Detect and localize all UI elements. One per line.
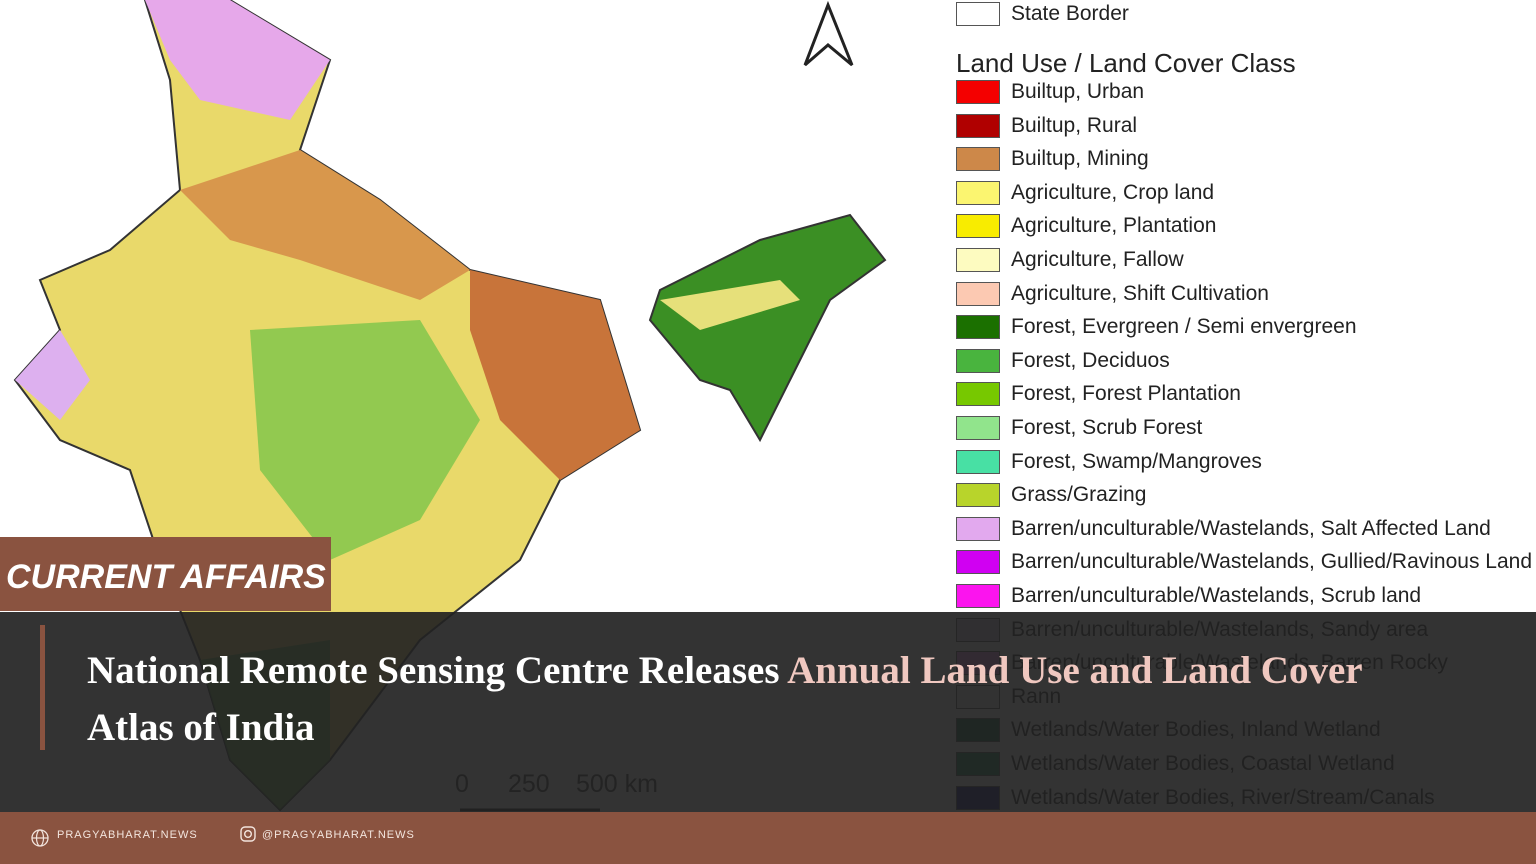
legend-swatch [956,248,1000,272]
legend-swatch [956,315,1000,340]
legend-label: State Border [1011,2,1129,25]
legend-label: Grass/Grazing [1011,483,1147,507]
legend-label: Forest, Forest Plantation [1011,382,1241,406]
website[interactable]: PRAGYABHARAT.NEWS [57,829,198,841]
legend-swatch [956,214,1000,239]
instagram-icon [240,826,256,842]
legend-swatch [956,382,1000,407]
headline-highlight: Annual Land Use and Land Cover [787,649,1363,692]
legend-label: Agriculture, Plantation [1011,214,1217,238]
footer: PRAGYABHARAT.NEWS @PRAGYABHARAT.NEWS [0,812,1536,864]
headline: National Remote Sensing Centre Releases … [87,642,1507,756]
legend-swatch [956,416,1000,440]
legend-swatch [956,449,1000,474]
legend-label: Builtup, Mining [1011,147,1149,171]
instagram-handle[interactable]: @PRAGYABHARAT.NEWS [262,829,415,841]
legend-title: Land Use / Land Cover Class [956,48,1296,78]
legend-swatch [956,147,1000,172]
legend-swatch [956,180,1000,205]
legend-label: Barren/unculturable/Wastelands, Salt Aff… [1011,516,1491,540]
category-badge: CURRENT AFFAIRS [0,537,331,611]
legend-label: Forest, Scrub Forest [1011,416,1203,439]
legend-swatch [956,80,1000,104]
legend-swatch [956,550,1000,575]
globe-icon [31,829,49,847]
legend-label: Agriculture, Crop land [1011,180,1215,204]
legend-swatch [956,281,1000,306]
legend-swatch [956,483,1000,508]
legend-label: Barren/unculturable/Wastelands, Gullied/… [1011,550,1533,574]
headline-text: National Remote Sensing Centre Releases [87,649,780,692]
legend-swatch [956,516,1000,541]
headline-overlay [0,612,1536,812]
legend-label: Agriculture, Fallow [1011,248,1184,271]
state-border-swatch [956,2,1000,26]
legend-label: Agriculture, Shift Cultivation [1011,281,1269,305]
headline-text: Atlas of India [87,706,315,749]
legend-swatch [956,348,1000,373]
legend-label: Forest, Deciduos [1011,348,1170,372]
legend-label: Forest, Evergreen / Semi envergreen [1011,315,1357,339]
legend-label: Forest, Swamp/Mangroves [1011,449,1262,473]
legend-label: Builtup, Urban [1011,80,1145,103]
legend-label: Builtup, Rural [1011,113,1138,137]
legend-swatch [956,113,1000,138]
legend-swatch [956,584,1000,608]
legend-label: Barren/unculturable/Wastelands, Scrub la… [1011,584,1422,607]
accent-bar [40,625,45,750]
